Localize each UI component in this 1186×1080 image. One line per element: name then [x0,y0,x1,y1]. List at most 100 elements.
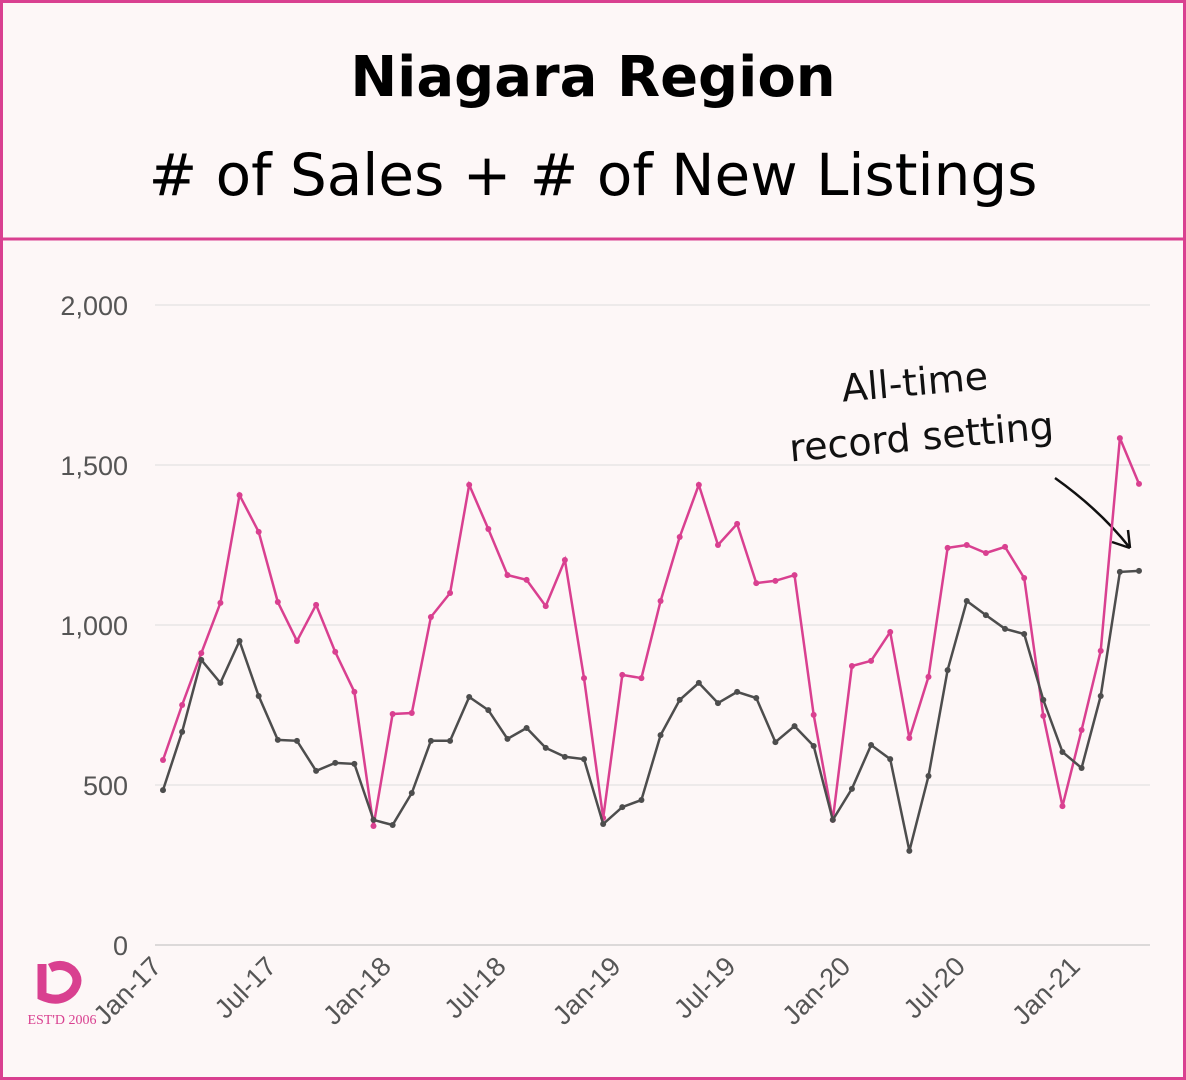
data-point [1116,568,1123,575]
data-point [906,734,913,741]
data-point [236,492,243,499]
data-point [447,737,454,744]
data-point [198,656,205,663]
data-point [217,679,224,686]
y-tick-label: 1,500 [60,451,128,481]
data-point [982,550,989,556]
chart-title: Niagara Region [350,45,835,110]
data-point [714,542,721,548]
data-point [332,648,339,655]
data-point [1078,726,1085,733]
data-point [619,671,626,678]
data-point [466,694,473,700]
data-point [523,576,530,583]
data-point [389,822,396,828]
data-point [542,603,549,610]
data-point [695,481,702,488]
data-point [848,785,855,792]
data-point [1097,693,1104,700]
data-point [466,481,473,488]
y-tick-label: 2,000 [60,291,128,321]
data-point [753,694,760,701]
logo-icon [37,960,82,1004]
data-point [561,557,568,564]
y-tick-label: 0 [113,931,128,961]
data-point [427,737,434,744]
data-point [408,710,415,716]
data-point [351,688,358,695]
data-point [581,756,588,763]
data-point [657,732,664,739]
series-line [161,569,1140,852]
data-point [274,736,281,743]
data-point [255,693,262,700]
data-point [313,601,320,608]
data-point [370,822,377,829]
data-point [1136,567,1142,574]
data-point [160,757,166,764]
data-point [447,590,454,596]
data-point [753,580,760,587]
data-point [772,577,779,584]
data-point [963,542,970,548]
data-point [1002,543,1009,550]
data-point [1116,435,1123,442]
data-point [982,612,989,619]
data-point [734,520,741,527]
data-point [504,735,511,742]
data-point [868,657,875,664]
data-point [772,739,779,746]
data-point [638,797,645,804]
logo-text: EST'D 2006 [27,1013,96,1028]
data-point [1040,712,1047,719]
data-point [887,629,894,636]
data-point [734,688,741,695]
data-point [944,544,951,551]
data-point [179,702,186,708]
data-point [657,598,664,604]
data-point [1078,765,1085,772]
data-point [523,725,530,732]
y-tick-label: 1,000 [60,611,128,641]
data-point [408,790,415,796]
annotation-arrow [1054,476,1132,550]
data-point [217,599,224,606]
data-point [274,598,281,605]
data-point [1097,647,1104,654]
data-point [293,737,300,744]
data-point [906,847,913,854]
data-point [619,804,626,811]
data-point [1059,803,1066,810]
data-point [925,773,932,780]
logo: EST'D 2006 [27,960,97,1028]
data-point [848,662,855,669]
data-point [389,710,396,717]
series-line [161,437,1141,827]
data-point [313,767,320,774]
data-point [581,675,588,682]
data-point [829,816,836,823]
data-point [485,707,492,714]
y-tick-label: 500 [83,771,128,801]
data-point [887,756,894,763]
data-point [332,759,339,766]
data-point [600,821,607,828]
data-point [714,700,721,707]
data-point [198,650,205,657]
data-point [1059,749,1066,756]
data-point [963,598,970,604]
data-point [370,816,377,823]
data-point [236,638,243,644]
data-point [791,723,798,730]
data-point [351,760,358,767]
data-point [676,696,683,703]
data-point [1002,625,1009,632]
data-point [810,711,817,718]
data-point [1040,696,1047,703]
chart-subtitle: # of Sales + # of New Listings [149,141,1038,209]
data-point [504,572,511,579]
data-point [542,744,549,751]
data-point [638,675,645,682]
